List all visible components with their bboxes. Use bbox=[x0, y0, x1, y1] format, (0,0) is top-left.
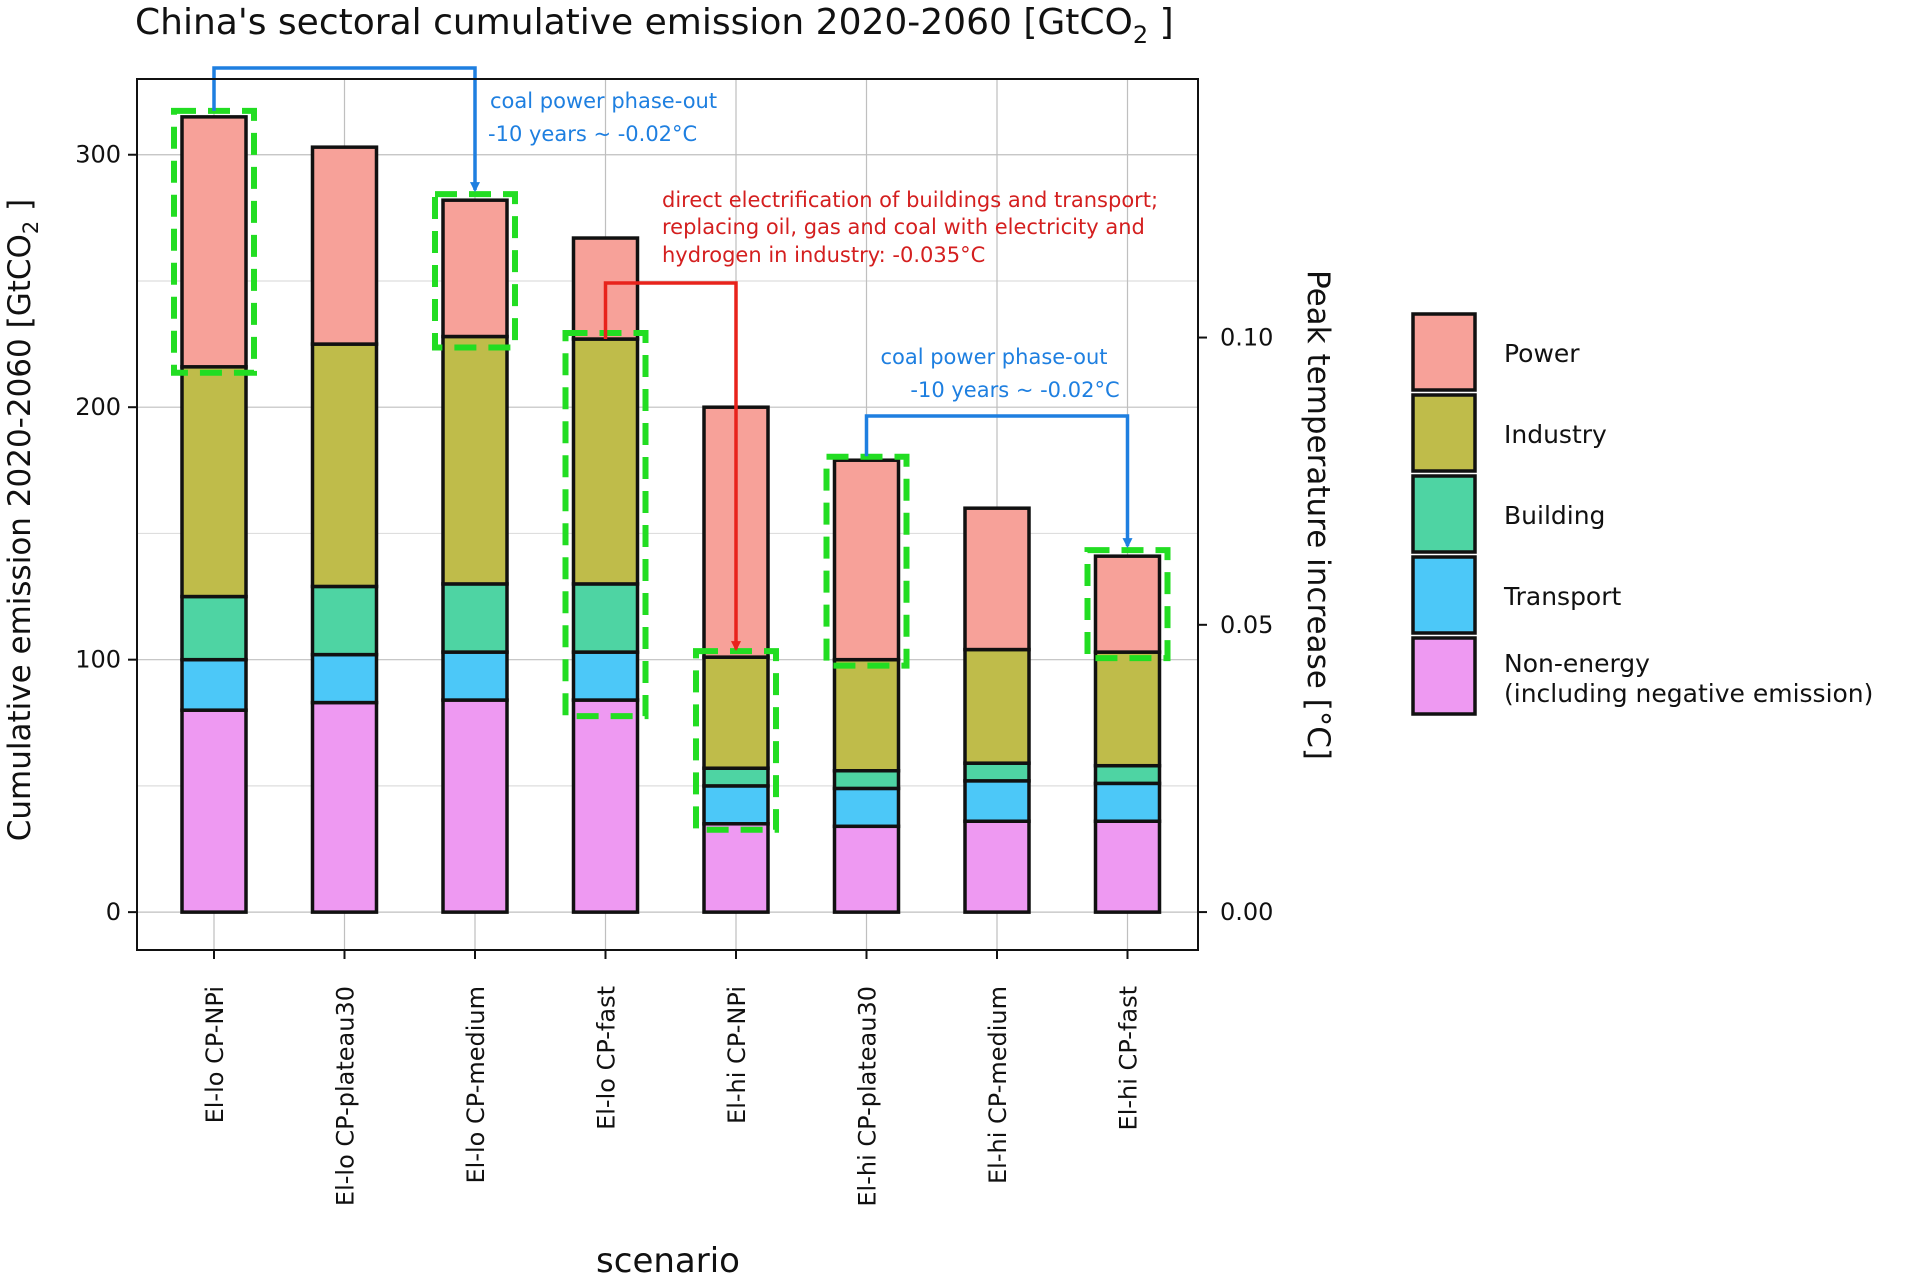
chart-title-end: ] bbox=[1148, 2, 1174, 43]
annotation-coal2-line2: -10 years ~ -0.02°C bbox=[910, 378, 1119, 402]
chart-title-sub: 2 bbox=[1133, 21, 1148, 49]
arrow-electrification bbox=[603, 281, 741, 652]
y2-tick-label: 0.10 bbox=[1220, 324, 1273, 352]
annotation-coal2-line1: coal power phase-out bbox=[880, 345, 1107, 369]
bar-segment bbox=[832, 657, 901, 773]
bar-segment bbox=[310, 700, 379, 914]
bar-segment bbox=[1093, 554, 1162, 654]
bar-segment bbox=[702, 784, 770, 826]
plot-area: coal power phase-out -10 years ~ -0.02°C d… bbox=[75, 66, 1273, 1207]
bar-segment bbox=[180, 594, 248, 662]
bar-segment bbox=[702, 655, 770, 770]
legend-label-building: Building bbox=[1504, 501, 1605, 530]
y-tick-label: 0 bbox=[106, 898, 121, 926]
bar-segment bbox=[832, 824, 901, 914]
legend: Power Industry Building Transport Non-energy… bbox=[1411, 312, 1873, 716]
y2-axis-label: Peak temperature increase [°C] bbox=[1300, 270, 1336, 760]
bar-segment bbox=[963, 761, 1031, 783]
highlight-box bbox=[432, 191, 518, 351]
bar-segment bbox=[441, 334, 509, 586]
y-tick-label: 200 bbox=[75, 393, 121, 421]
bar-segment bbox=[702, 766, 770, 788]
highlight-box bbox=[823, 453, 910, 669]
x-tick-label: El-lo CP-fast bbox=[593, 986, 621, 1130]
bar-segment bbox=[180, 708, 248, 914]
bar-segment bbox=[1093, 763, 1162, 786]
bar-segment bbox=[180, 365, 248, 599]
bar-segment bbox=[180, 657, 248, 712]
annotation-elec-line3: hydrogen in industry: -0.035°C bbox=[662, 243, 985, 267]
y-tick-label: 100 bbox=[75, 646, 121, 674]
bar-segment bbox=[832, 769, 901, 791]
x-tick-label: El-hi CP-medium bbox=[984, 986, 1012, 1184]
legend-swatch bbox=[1411, 312, 1477, 392]
bar-segment bbox=[963, 819, 1031, 914]
x-tick-label: El-hi CP-plateau30 bbox=[854, 986, 882, 1207]
legend-label-transport: Transport bbox=[1503, 582, 1622, 611]
legend-swatch bbox=[1411, 474, 1477, 554]
annotation-coal1-line1: coal power phase-out bbox=[490, 89, 717, 113]
bar-segment bbox=[310, 145, 379, 346]
chart-title: China's sectoral cumulative emission 202… bbox=[135, 2, 1174, 49]
x-tick-label: El-hi CP-NPi bbox=[723, 986, 751, 1124]
y-axis-label-main: Cumulative emission 2020-2060 [GtCO bbox=[2, 234, 38, 841]
bar-segment bbox=[441, 198, 509, 339]
legend-label-industry: Industry bbox=[1504, 420, 1607, 449]
bar-segment bbox=[441, 582, 509, 654]
bar-segment bbox=[963, 647, 1031, 765]
x-tick-label: El-lo CP-plateau30 bbox=[332, 986, 360, 1206]
y-tick-label: 300 bbox=[75, 141, 121, 169]
bar-segment bbox=[1093, 819, 1162, 914]
y-axis-label-sub: 2 bbox=[19, 221, 43, 234]
legend-label-nonenergy-note: (including negative emission) bbox=[1504, 679, 1873, 708]
annotation-elec-line1: direct electrification of buildings and … bbox=[662, 188, 1158, 212]
legend-swatch bbox=[1411, 636, 1477, 716]
y-axis-label: Cumulative emission 2020-2060 [GtCO2 ] bbox=[2, 199, 43, 842]
legend-swatch bbox=[1411, 393, 1477, 473]
bar-segment bbox=[180, 115, 248, 369]
bar-segment bbox=[441, 698, 509, 914]
bar-segment bbox=[702, 822, 770, 914]
plot-frame bbox=[136, 78, 1199, 951]
legend-label-nonenergy: Non-energy bbox=[1504, 649, 1650, 678]
arrow-coal-phaseout-1 bbox=[212, 66, 480, 193]
bar-segment bbox=[963, 506, 1031, 652]
bar-segment bbox=[832, 458, 901, 662]
legend-label-power: Power bbox=[1504, 339, 1580, 368]
bar-segment bbox=[571, 698, 640, 914]
bar-segment bbox=[571, 337, 640, 586]
highlight-box bbox=[1084, 547, 1171, 662]
bar-segment bbox=[1093, 781, 1162, 823]
y2-tick-label: 0.00 bbox=[1220, 898, 1273, 926]
bar-segment bbox=[832, 786, 901, 829]
chart-title-main: China's sectoral cumulative emission 202… bbox=[135, 2, 1133, 43]
legend-swatch bbox=[1411, 555, 1477, 635]
bar-segment bbox=[571, 650, 640, 702]
x-tick-label: El-lo CP-NPi bbox=[201, 986, 229, 1123]
y2-tick-label: 0.05 bbox=[1220, 611, 1273, 639]
y-axis-label-end: ] bbox=[2, 199, 38, 221]
bar-segment bbox=[441, 650, 509, 702]
x-tick-label: El-lo CP-medium bbox=[462, 986, 490, 1183]
x-tick-label: El-hi CP-fast bbox=[1115, 986, 1143, 1130]
bar-segment bbox=[310, 584, 379, 657]
annotation-elec-line2: replacing oil, gas and coal with electri… bbox=[662, 215, 1145, 239]
arrow-coal-phaseout-2 bbox=[864, 414, 1133, 549]
bar-segment bbox=[310, 342, 379, 589]
bar-segment bbox=[571, 582, 640, 654]
bar-segment bbox=[963, 779, 1031, 823]
annotation-coal1-line2: -10 years ~ -0.02°C bbox=[488, 122, 697, 146]
bar-segment bbox=[1093, 650, 1162, 768]
x-axis-label: scenario bbox=[596, 1241, 740, 1276]
bar-segment bbox=[310, 652, 379, 705]
highlight-box bbox=[693, 648, 779, 833]
